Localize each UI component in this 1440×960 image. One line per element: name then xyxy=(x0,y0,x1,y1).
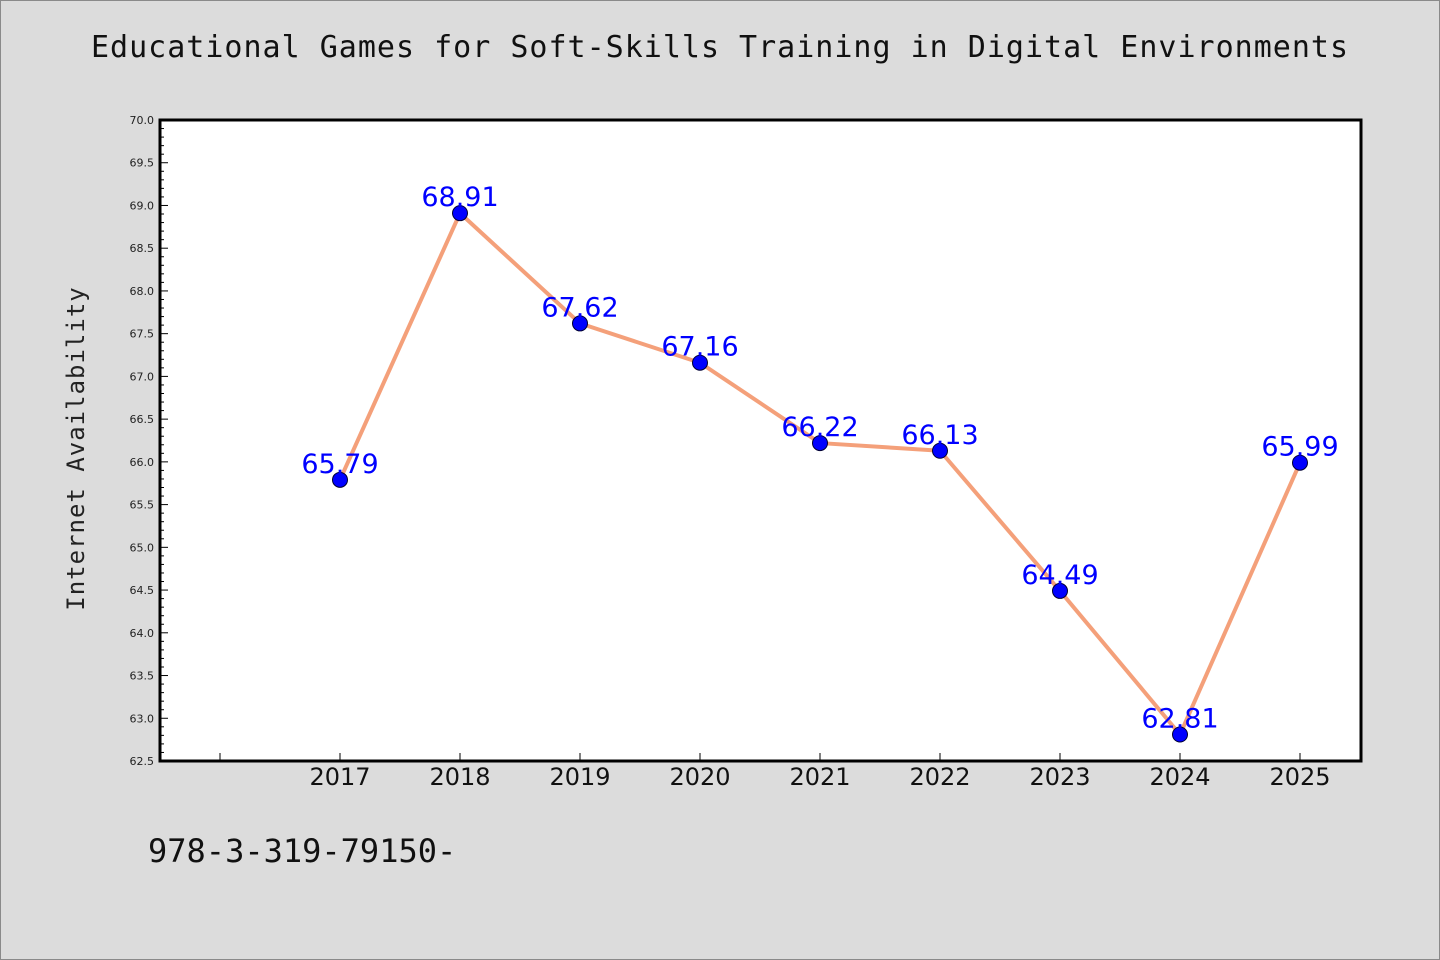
data-label: 66.22 xyxy=(781,412,858,443)
data-label: 67.16 xyxy=(661,332,738,363)
data-label: 68.91 xyxy=(421,182,498,213)
data-markers xyxy=(332,205,1308,743)
y-tick-label: 67.0 xyxy=(130,370,155,383)
data-label: 65.99 xyxy=(1261,432,1338,463)
x-axis-ticks: 2017 2018 2019 2020 2021 2022 2023 2024 2025 xyxy=(219,753,1331,791)
data-point xyxy=(332,471,348,488)
y-tick-label: 69.5 xyxy=(130,157,155,170)
data-point xyxy=(812,435,828,452)
y-axis-label: Internet Availability xyxy=(62,286,90,610)
data-point xyxy=(452,205,468,222)
data-point xyxy=(1172,726,1188,743)
y-tick-label: 67.5 xyxy=(130,328,155,341)
data-point xyxy=(692,354,708,371)
y-axis-ticks: 62.5 63.0 63.5 64.0 64.5 65.0 65.5 66.0 66.5 67.0… xyxy=(130,114,168,768)
x-tick-label: 2021 xyxy=(789,763,850,791)
data-point xyxy=(932,442,948,459)
y-tick-label: 70.0 xyxy=(130,114,155,127)
plot-area xyxy=(160,120,1361,761)
data-label: 65.79 xyxy=(301,449,378,480)
y-tick-label: 68.0 xyxy=(130,285,155,298)
y-tick-label: 69.0 xyxy=(130,199,155,212)
y-tick-label: 66.5 xyxy=(130,413,155,426)
data-point xyxy=(1292,454,1308,471)
x-tick-label: 2024 xyxy=(1149,763,1210,791)
x-tick-label: 2019 xyxy=(549,763,610,791)
y-tick-label: 65.0 xyxy=(130,541,155,554)
x-tick-label: 2018 xyxy=(429,763,490,791)
data-label: 66.13 xyxy=(901,420,978,451)
x-tick-label: 2022 xyxy=(909,763,970,791)
plot-border xyxy=(158,118,1363,763)
y-tick-label: 65.5 xyxy=(130,499,155,512)
x-tick-label: 2025 xyxy=(1269,763,1330,791)
y-tick-label: 64.0 xyxy=(130,627,155,640)
x-tick-label: 2017 xyxy=(309,763,370,791)
x-tick-label: 2023 xyxy=(1029,763,1090,791)
data-labels: 65.79 68.91 67.62 67.16 66.22 66.13 64.49 62.81… xyxy=(301,182,1338,734)
y-tick-label: 68.5 xyxy=(130,242,155,255)
data-label: 67.62 xyxy=(541,292,618,323)
y-tick-label: 64.5 xyxy=(130,584,155,597)
x-tick-label: 2020 xyxy=(669,763,730,791)
chart-title: Educational Games for Soft-Skills Traini… xyxy=(90,30,1350,65)
footer-code: 978-3-319-79150- xyxy=(148,832,457,870)
y-tick-label: 66.0 xyxy=(130,456,155,469)
y-tick-label: 62.5 xyxy=(130,755,155,768)
data-point xyxy=(1052,582,1068,599)
y-tick-label: 63.5 xyxy=(130,670,155,683)
data-label: 62.81 xyxy=(1141,704,1218,735)
data-point xyxy=(572,315,588,332)
data-label: 64.49 xyxy=(1021,560,1098,591)
y-tick-label: 63.0 xyxy=(130,712,155,725)
